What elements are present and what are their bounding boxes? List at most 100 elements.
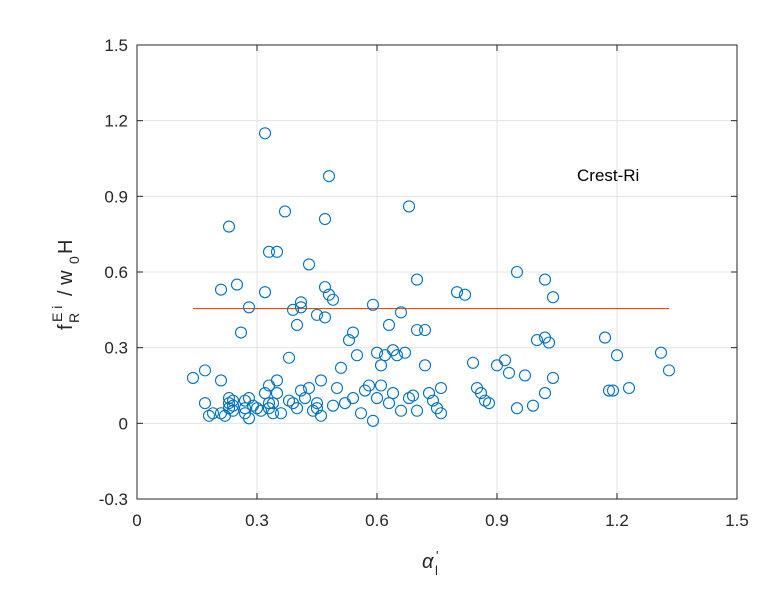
data-point (302, 258, 316, 271)
y-tick-label: -0.3 (99, 490, 128, 509)
data-point (274, 407, 288, 420)
data-point (450, 286, 464, 299)
data-point (538, 387, 552, 400)
data-point (186, 371, 200, 384)
data-point (270, 245, 284, 258)
data-point (282, 351, 296, 364)
data-point (402, 200, 416, 213)
data-point (354, 407, 368, 420)
data-point (342, 334, 356, 347)
data-point (542, 336, 556, 349)
annotation-crest-ri: Crest-Ri (577, 166, 639, 185)
data-point (318, 311, 332, 324)
data-point (238, 402, 252, 415)
data-point (258, 387, 272, 400)
y-tick-label: 0 (119, 414, 128, 433)
data-point (406, 389, 420, 402)
data-points (186, 127, 676, 427)
data-point (258, 127, 272, 140)
data-point (294, 296, 308, 309)
x-tick-label: 0.3 (245, 511, 269, 530)
data-point (530, 334, 544, 347)
data-point (598, 331, 612, 344)
data-point (330, 381, 344, 395)
data-point (362, 379, 376, 392)
data-point (326, 293, 340, 306)
data-point (382, 397, 396, 410)
data-point (302, 381, 316, 395)
y-axis-label: f R E i / w 0 H (49, 240, 82, 330)
data-point (318, 281, 332, 294)
axes (136, 44, 738, 500)
data-point (258, 286, 272, 299)
data-point (538, 273, 552, 286)
data-point (262, 397, 276, 410)
y-tick-label: 1.5 (104, 36, 128, 55)
data-point (298, 392, 312, 405)
data-point (270, 374, 284, 387)
data-point (278, 205, 292, 218)
data-point (346, 392, 360, 405)
data-point (206, 407, 220, 420)
data-point (314, 374, 328, 387)
x-tick-label: 1.2 (605, 511, 629, 530)
data-point (398, 346, 412, 359)
data-point (266, 397, 280, 410)
data-point (254, 404, 268, 417)
x-axis-label: α l ' (422, 548, 438, 578)
data-point (318, 212, 332, 226)
data-point (270, 387, 284, 400)
data-point (386, 387, 400, 400)
data-point (422, 387, 436, 400)
data-point (242, 412, 256, 425)
data-point (546, 291, 560, 304)
data-point (266, 407, 280, 420)
data-point (314, 409, 328, 422)
x-axis-label-subscript: l (435, 563, 438, 578)
data-point (410, 404, 424, 417)
y-tick-label: 0.9 (104, 187, 128, 206)
y-axis-label-sub-r: R (66, 313, 82, 323)
data-point (526, 399, 540, 412)
data-point (326, 399, 340, 412)
data-point (434, 381, 448, 395)
data-point (366, 414, 380, 427)
data-point (510, 265, 524, 279)
data-point (610, 349, 624, 362)
data-point (366, 298, 380, 311)
data-point (602, 384, 616, 397)
data-point (394, 306, 408, 319)
data-point (226, 399, 240, 412)
data-point (290, 402, 304, 415)
data-point (294, 384, 308, 397)
data-point (606, 384, 620, 397)
x-tick-label: 0.6 (365, 511, 389, 530)
data-point (262, 245, 276, 258)
tick-labels: 0 0.3 0.6 0.9 1.2 1.5-0.300.30.60.91.21.5 (99, 36, 749, 530)
data-point (226, 394, 240, 407)
data-point (242, 392, 256, 405)
data-point (418, 323, 432, 337)
data-point (410, 323, 424, 337)
data-point (654, 346, 668, 359)
y-axis-label-slash-w: / w (55, 270, 77, 296)
data-point (622, 381, 636, 395)
data-point (334, 361, 348, 374)
data-point (434, 407, 448, 420)
x-tick-label: 0.9 (485, 511, 509, 530)
y-axis-label-sup-ei: E i (49, 306, 65, 322)
data-point (662, 364, 676, 377)
data-point (418, 359, 432, 372)
data-point (466, 356, 480, 369)
data-point (294, 301, 308, 314)
x-tick-label: 0 (132, 511, 141, 530)
data-point (370, 392, 384, 405)
data-point (310, 402, 324, 415)
data-point (474, 387, 488, 400)
data-point (234, 326, 248, 339)
data-point (510, 402, 524, 415)
y-tick-label: 1.2 (104, 112, 128, 131)
data-point (458, 288, 472, 301)
